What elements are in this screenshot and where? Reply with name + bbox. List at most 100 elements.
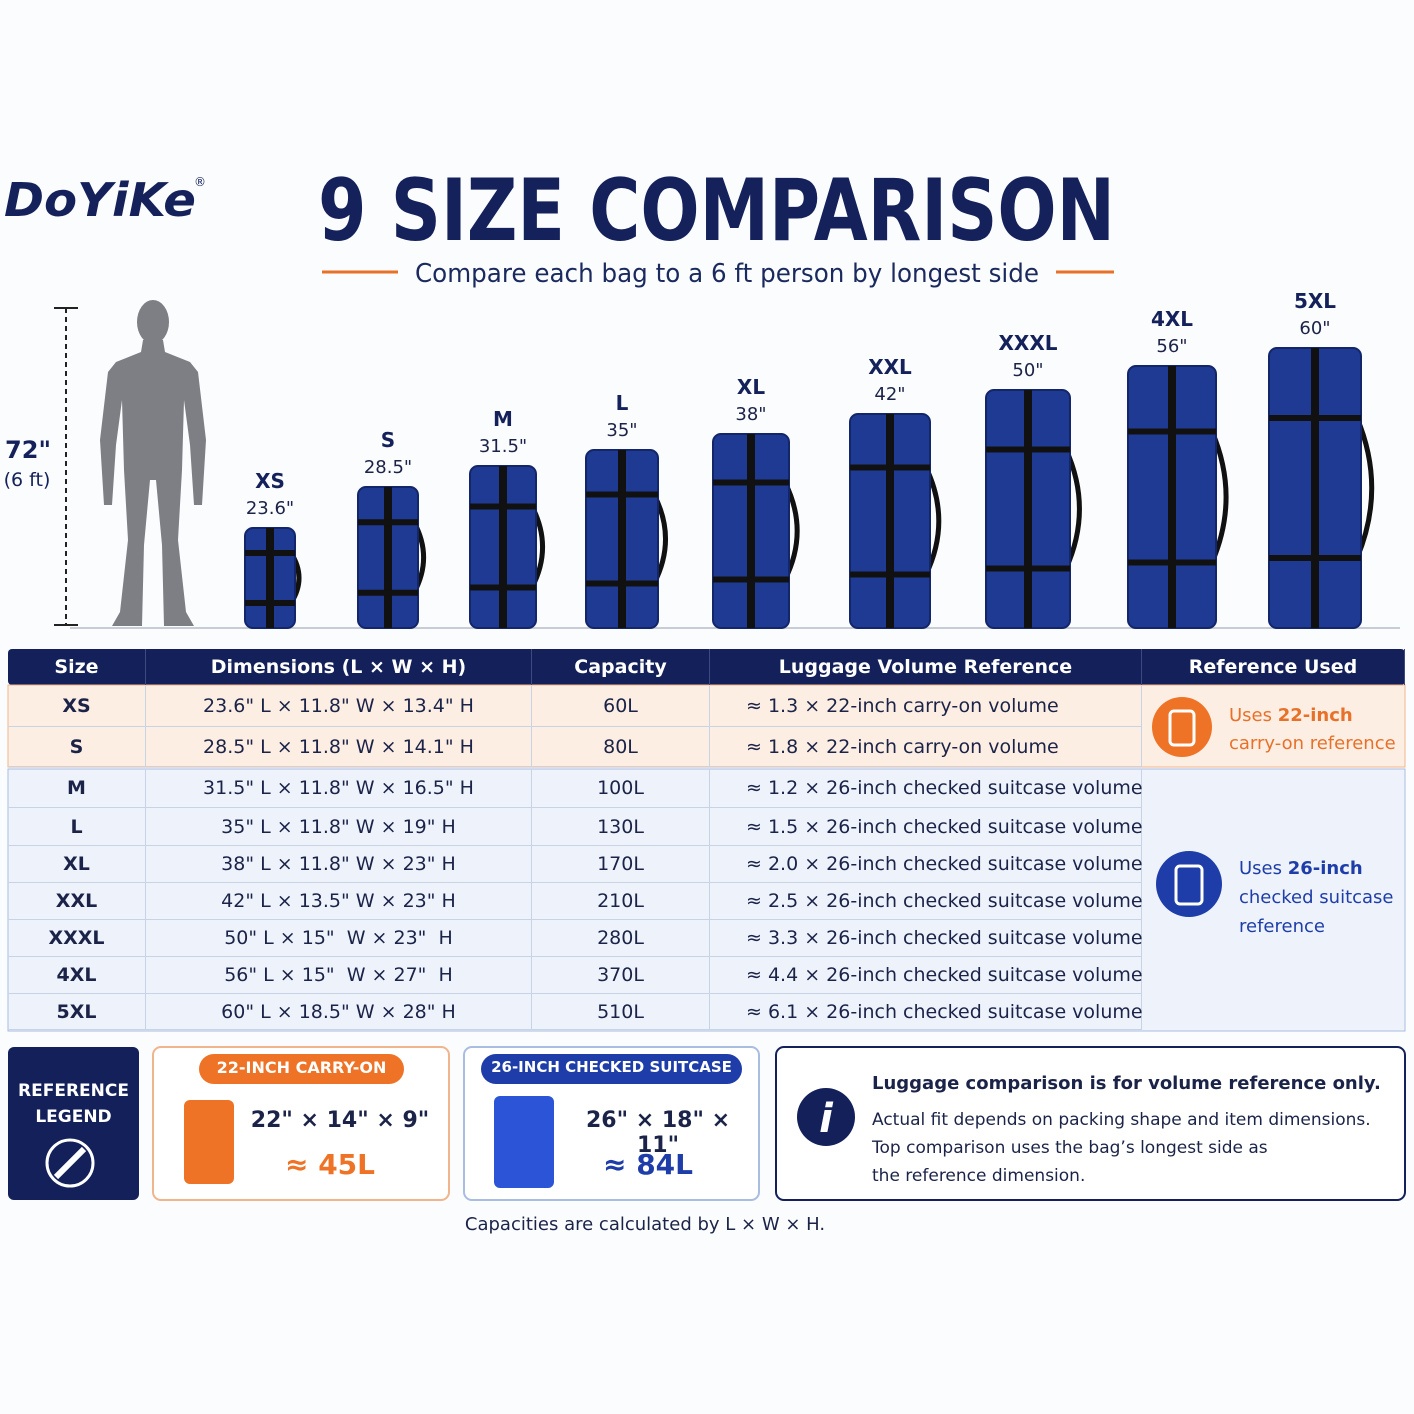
bag-size: XXL	[868, 355, 912, 379]
table-cell: 28.5" L × 11.8" W × 14.1" H	[146, 727, 532, 767]
bag-band	[470, 584, 536, 591]
checked-badge	[481, 1054, 742, 1084]
bag-size: S	[381, 428, 395, 452]
carry-on-volume: ≈ 45L	[284, 1148, 375, 1181]
table-cell: ≈ 1.2 × 26-inch checked suitcase volume	[710, 769, 1143, 808]
table-cell: S	[8, 727, 146, 767]
person-height-ft: (6 ft)	[4, 469, 51, 491]
checked-volume: ≈ 84L	[602, 1148, 693, 1181]
legend-icon-ruler	[53, 1146, 87, 1180]
checked-suitcase	[494, 1096, 554, 1188]
note-card	[775, 1046, 1406, 1201]
table-cell: 38" L × 11.8" W × 23" H	[146, 846, 532, 883]
bag-handle	[1063, 448, 1082, 570]
person	[100, 300, 206, 626]
legend-box	[8, 1047, 139, 1200]
bag-strap	[618, 450, 626, 628]
bag-band	[358, 519, 418, 526]
table-cell: XS	[8, 686, 146, 727]
brand-mark: ®	[194, 175, 206, 189]
table-cell: 31.5" L × 11.8" W × 16.5" H	[146, 769, 532, 808]
table-header-bg	[8, 649, 1405, 685]
ref-prefix: Uses	[1239, 858, 1288, 879]
bag-length: 50"	[1012, 360, 1043, 381]
note-line: Top comparison uses the bag’s longest si…	[872, 1138, 1268, 1158]
table-cell: 130L	[532, 808, 710, 846]
table-cell: 60" L × 18.5" W × 28" H	[146, 994, 532, 1030]
column-header: Reference Used	[1142, 649, 1405, 685]
note-line: Actual fit depends on packing shape and …	[872, 1110, 1371, 1130]
bag-band	[1269, 415, 1361, 421]
bag-strap	[384, 487, 392, 628]
bag-band	[245, 600, 295, 606]
bag-band	[850, 571, 930, 578]
bag-band	[1128, 428, 1216, 435]
bag-band	[986, 446, 1070, 453]
bag-strap	[1311, 348, 1319, 628]
table-cell: 56" L × 15" W × 27" H	[146, 957, 532, 994]
table-cell: ≈ 1.8 × 22-inch carry-on volume	[710, 727, 1142, 767]
bag-length: 31.5"	[479, 436, 527, 457]
table-cell: ≈ 1.5 × 26-inch checked suitcase volume	[710, 808, 1143, 846]
table-cell: ≈ 4.4 × 26-inch checked suitcase volume	[710, 957, 1143, 994]
bag-band	[850, 464, 930, 471]
bag-band	[986, 565, 1070, 572]
ref-highlight: 22-inch	[1277, 705, 1353, 726]
note-title: Luggage comparison is for volume referen…	[872, 1073, 1381, 1094]
table-cell: ≈ 1.3 × 22-inch carry-on volume	[710, 686, 1142, 727]
bag-band	[713, 479, 789, 486]
bag-size: 5XL	[1294, 289, 1336, 313]
bag-band	[1128, 559, 1216, 566]
checked-badge-text: 26-INCH CHECKED SUITCASE	[491, 1058, 732, 1076]
subtitle: Compare each bag to a 6 ft person by lon…	[415, 259, 1039, 289]
checked-icon-bag	[1174, 864, 1204, 906]
table-cell: 60L	[532, 686, 710, 727]
column-header: Dimensions (L × W × H)	[146, 649, 532, 685]
bag-length: 38"	[735, 404, 766, 425]
bag-band	[245, 550, 295, 556]
note-lines: Actual fit depends on packing shape and …	[872, 1106, 1371, 1190]
table-cell: ≈ 2.5 × 26-inch checked suitcase volume	[710, 883, 1143, 920]
carry-on-suitcase	[184, 1100, 234, 1184]
table-cell: 50" L × 15" W × 23" H	[146, 920, 532, 957]
table-cell: 4XL	[8, 957, 146, 994]
checked-reference: Uses 26-inch checked suitcase reference	[1239, 854, 1399, 941]
table-cell: 23.6" L × 11.8" W × 13.4" H	[146, 686, 532, 727]
table-cell: 210L	[532, 883, 710, 920]
table-cell: 80L	[532, 727, 710, 767]
title: 9 SIZE COMPARISON	[318, 161, 1115, 261]
bag-length: 56"	[1156, 336, 1187, 357]
table-cell: 170L	[532, 846, 710, 883]
table-cell: 35" L × 11.8" W × 19" H	[146, 808, 532, 846]
bag-size: L	[616, 391, 629, 415]
bag-strap	[1024, 390, 1032, 628]
carry-on-icon-bag	[1168, 709, 1196, 747]
table-cell: XL	[8, 846, 146, 883]
bag-handle	[1354, 417, 1375, 559]
bag-band	[358, 589, 418, 596]
bag-size: XXXL	[998, 331, 1057, 355]
table-cell: 5XL	[8, 994, 146, 1030]
legend-icon	[45, 1138, 95, 1188]
checked-dims: 26" × 18" × 11"	[586, 1108, 730, 1158]
table-cell: 100L	[532, 769, 710, 808]
bag-band	[586, 491, 658, 498]
table-cell: XXXL	[8, 920, 146, 957]
bag-size: XS	[255, 469, 285, 493]
table-cell: 280L	[532, 920, 710, 957]
bag-strap	[747, 434, 755, 628]
ref-prefix: Uses	[1229, 705, 1278, 726]
bag-length: 28.5"	[364, 457, 412, 478]
checked-icon	[1156, 851, 1222, 917]
table-cell: XXL	[8, 883, 146, 920]
ref-suffix: carry-on reference	[1229, 733, 1396, 754]
bag-strap	[886, 414, 894, 628]
carry-on-dims: 22" × 14" × 9"	[250, 1108, 430, 1133]
bag-strap	[499, 466, 507, 628]
column-header: Luggage Volume Reference	[710, 649, 1142, 685]
carry-on-badge-text: 22-INCH CARRY-ON	[216, 1058, 387, 1077]
bag-band	[586, 580, 658, 587]
bag-size: XL	[737, 375, 765, 399]
